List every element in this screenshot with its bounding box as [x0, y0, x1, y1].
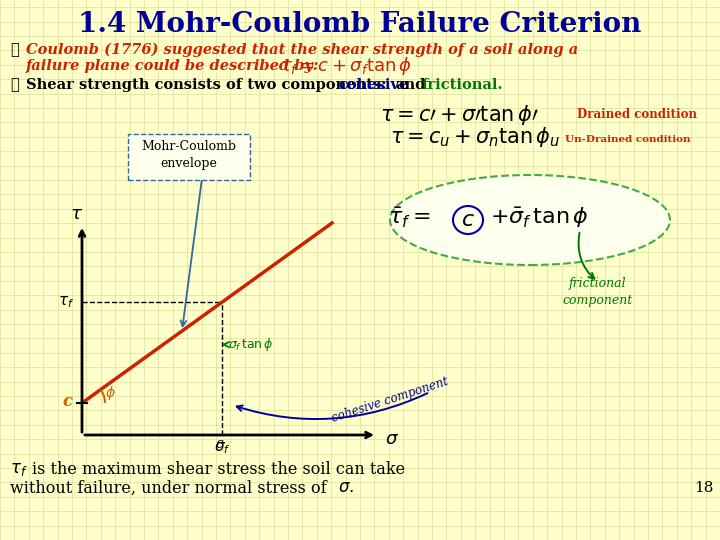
Text: $\bar{\tau}_f =$: $\bar{\tau}_f =$ [388, 206, 430, 230]
Text: $+ \bar{\sigma}_f\,\tan\phi$: $+ \bar{\sigma}_f\,\tan\phi$ [490, 206, 589, 230]
Text: cohesive: cohesive [338, 78, 408, 92]
Text: $\sigma$: $\sigma$ [385, 430, 399, 448]
Text: 1.4 Mohr-Coulomb Failure Criterion: 1.4 Mohr-Coulomb Failure Criterion [78, 10, 642, 37]
Text: ✓: ✓ [10, 43, 19, 57]
Text: $\tau_f$: $\tau_f$ [10, 462, 27, 478]
Text: Drained condition: Drained condition [577, 109, 697, 122]
Ellipse shape [453, 206, 483, 234]
Text: frictional
component: frictional component [563, 277, 633, 307]
Text: cohesive component: cohesive component [330, 375, 450, 425]
Text: frictional.: frictional. [421, 78, 503, 92]
Text: $\tau$: $\tau$ [70, 205, 83, 223]
Text: $\tau=c_u+\sigma_n\tan\phi_u$: $\tau=c_u+\sigma_n\tan\phi_u$ [390, 125, 560, 149]
Text: Shear strength consists of two components:: Shear strength consists of two component… [26, 78, 392, 92]
Text: failure plane could be described by:: failure plane could be described by: [26, 59, 320, 73]
Text: ✓: ✓ [10, 78, 19, 92]
Text: Mohr-Coulomb
envelope: Mohr-Coulomb envelope [142, 140, 236, 170]
Text: is the maximum shear stress the soil can take: is the maximum shear stress the soil can… [32, 462, 405, 478]
Text: $\phi$: $\phi$ [104, 384, 115, 402]
Text: $\tau=c\prime+\sigma\prime\tan\phi\prime$: $\tau=c\prime+\sigma\prime\tan\phi\prime… [380, 103, 539, 127]
Text: Un-Drained condition: Un-Drained condition [565, 136, 690, 145]
Text: $\tau_f = c + \sigma_f \tan\phi$: $\tau_f = c + \sigma_f \tan\phi$ [280, 55, 412, 77]
Text: $\sigma_f\,\tan\phi$: $\sigma_f\,\tan\phi$ [228, 336, 274, 353]
Text: Coulomb (1776) suggested that the shear strength of a soil along a: Coulomb (1776) suggested that the shear … [26, 43, 578, 57]
Text: c: c [215, 437, 223, 451]
Text: $\tau_f$: $\tau_f$ [58, 294, 74, 310]
Ellipse shape [390, 175, 670, 265]
Text: and: and [395, 78, 426, 92]
Text: $\sigma_f$: $\sigma_f$ [214, 440, 230, 456]
FancyBboxPatch shape [128, 134, 250, 180]
Text: $c$: $c$ [461, 209, 475, 231]
Text: without failure, under normal stress of: without failure, under normal stress of [10, 480, 327, 496]
Text: 18: 18 [694, 481, 714, 495]
Text: $\sigma$.: $\sigma$. [338, 480, 354, 496]
Text: c: c [63, 394, 73, 410]
